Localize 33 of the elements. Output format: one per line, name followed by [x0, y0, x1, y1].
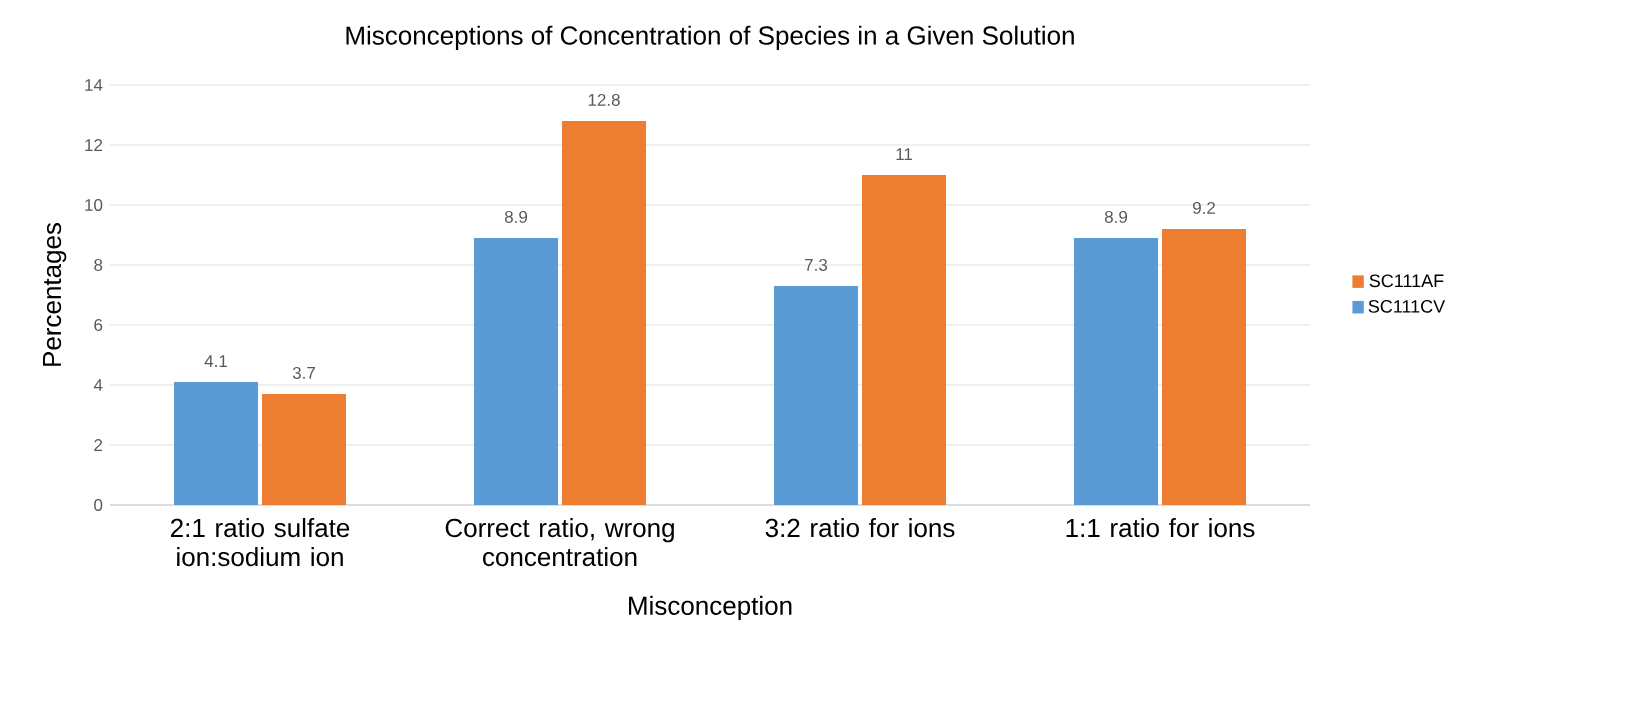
- y-tick-label: 8: [94, 258, 103, 271]
- bar: [774, 285, 859, 505]
- bar: [862, 174, 947, 505]
- bar: [1162, 228, 1247, 505]
- y-tick-label: 0: [94, 498, 103, 511]
- x-tick-label: 3:2 ratio for ions: [765, 518, 955, 538]
- data-label: 12.8: [588, 93, 620, 106]
- chart-title: Misconceptions of Concentration of Species in a Given Solution: [346, 25, 1074, 50]
- data-label: 3.7: [292, 366, 315, 379]
- bar: [562, 120, 647, 505]
- data-label: 8.9: [504, 210, 528, 223]
- y-tick-label: 14: [85, 79, 103, 91]
- data-label: 9.2: [1192, 201, 1215, 214]
- data-label: 7.3: [805, 258, 828, 271]
- bar: [174, 381, 259, 505]
- bar: [262, 393, 347, 505]
- legend-label: SC111CV: [1368, 299, 1446, 313]
- data-label: 4.1: [204, 355, 227, 367]
- y-tick-label: 12: [85, 139, 103, 151]
- y-axis-title: Percentages: [43, 222, 67, 366]
- x-tick-label: 1:1 ratio for ions: [1066, 518, 1255, 538]
- x-axis-title: Misconception: [629, 595, 792, 621]
- data-label: 11: [896, 148, 913, 160]
- y-tick-label: 2: [94, 439, 103, 451]
- x-tick-label: 2:1 ratio sulfate ion:sodium ion: [171, 518, 350, 567]
- x-tick-label: Correct ratio, wrong concentration: [445, 518, 674, 567]
- y-tick-label: 6: [94, 318, 103, 331]
- y-tick-label: 4: [93, 379, 103, 391]
- bar: [1074, 237, 1159, 505]
- bar: [474, 237, 559, 505]
- legend-label: SC111AF: [1369, 274, 1444, 288]
- y-tick-label: 10: [85, 198, 103, 211]
- data-label: 8.9: [1104, 210, 1128, 223]
